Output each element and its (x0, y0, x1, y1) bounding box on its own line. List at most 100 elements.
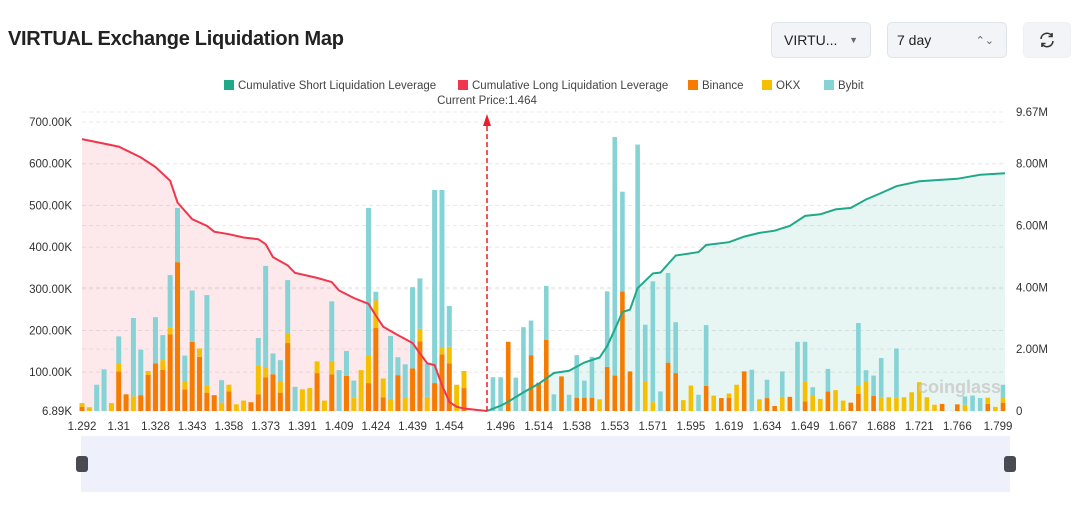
below-binance-bar (285, 343, 291, 411)
above-okx-bar (985, 397, 991, 404)
above-bybit-bar (1000, 384, 1006, 399)
below-bybit-bar (204, 295, 210, 386)
watermark: coinglass (918, 377, 1001, 397)
below-okx-bar (321, 400, 327, 411)
below-binance-bar (270, 374, 276, 411)
long-area (82, 139, 487, 411)
legend-item: Cumulative Long Liquidation Leverage (472, 80, 668, 92)
below-binance-bar (160, 369, 166, 411)
below-bybit-bar (329, 301, 335, 361)
below-okx-bar (454, 384, 460, 411)
left-axis-tick: 600.00K (29, 159, 72, 171)
above-binance-bar (528, 355, 534, 411)
above-binance-bar (1000, 402, 1006, 411)
below-okx-bar (424, 396, 430, 411)
legend-swatch (762, 80, 772, 90)
above-bybit-bar (871, 375, 876, 396)
legend-swatch (458, 80, 468, 90)
above-bybit-bar (582, 380, 587, 398)
x-axis-tick: 1.667 (829, 421, 858, 433)
below-bybit-bar (343, 350, 349, 376)
above-binance-bar (825, 391, 831, 411)
below-binance-bar (366, 383, 371, 411)
above-binance-bar (848, 402, 854, 411)
x-axis-tick: 1.328 (141, 421, 170, 433)
above-bybit-bar (779, 371, 785, 397)
below-binance-bar (343, 375, 349, 411)
left-axis-tick: 6.89K (42, 406, 72, 418)
above-okx-bar (878, 397, 884, 411)
x-axis-tick: 1.799 (984, 421, 1013, 433)
above-okx-bar (726, 393, 732, 398)
below-okx-bar (388, 398, 394, 411)
below-okx-bar (108, 403, 114, 411)
current-price-arrow-icon (483, 114, 491, 126)
x-axis-tick: 1.595 (677, 421, 706, 433)
below-okx-bar (285, 333, 291, 344)
below-binance-bar (204, 392, 210, 411)
refresh-button[interactable] (1023, 22, 1071, 58)
below-okx-bar (446, 346, 452, 364)
left-axis-tick: 100.00K (29, 367, 72, 379)
above-binance-bar (955, 404, 960, 411)
above-bybit-bar (490, 377, 496, 411)
zoom-slider-track[interactable] (81, 436, 1010, 492)
above-binance-bar (787, 396, 793, 411)
below-okx-bar (314, 361, 320, 374)
above-okx-bar (650, 402, 656, 411)
above-binance-bar (505, 341, 511, 411)
below-binance-bar (123, 394, 129, 411)
above-bybit-bar (703, 325, 709, 386)
above-bybit-bar (528, 320, 534, 356)
above-binance-bar (772, 405, 777, 411)
below-bybit-bar (402, 364, 408, 399)
symbol-select[interactable]: VIRTU... ▼ (771, 22, 871, 58)
below-binance-bar (380, 397, 386, 411)
above-binance-bar (574, 397, 580, 411)
x-axis-tick: 1.409 (325, 421, 354, 433)
x-axis-tick: 1.391 (288, 421, 317, 433)
below-binance-bar (145, 374, 151, 411)
zoom-handle-left[interactable] (76, 456, 88, 472)
below-bybit-bar (138, 349, 144, 396)
below-binance-bar (226, 391, 232, 411)
x-axis-tick: 1.373 (251, 421, 280, 433)
x-axis-tick: 1.454 (435, 421, 464, 433)
legend-item: OKX (776, 80, 801, 92)
below-binance-bar (211, 395, 217, 411)
below-binance-bar (152, 363, 158, 411)
above-bybit-bar (673, 322, 678, 374)
legend-swatch (824, 80, 834, 90)
above-okx-bar (757, 399, 762, 411)
range-select[interactable]: 7 day ⌃⌄ (887, 22, 1007, 58)
above-okx-bar (1000, 398, 1006, 403)
short-cumulative-line (486, 172, 1006, 412)
above-binance-bar (612, 375, 618, 411)
above-bybit-bar (589, 356, 595, 398)
page-title: VIRTUAL Exchange Liquidation Map (8, 28, 344, 50)
below-bybit-bar (388, 335, 394, 399)
below-okx-bar (417, 328, 423, 342)
right-axis-tick: 9.67M (1016, 107, 1048, 119)
x-axis-tick: 1.31 (108, 421, 130, 433)
refresh-icon (1040, 32, 1054, 48)
above-binance-bar (627, 371, 633, 411)
below-bybit-bar (270, 353, 276, 375)
above-bybit-bar (802, 341, 808, 382)
below-okx-bar (307, 388, 313, 411)
above-binance-bar (703, 385, 709, 411)
above-bybit-bar (749, 369, 755, 411)
below-bybit-bar (336, 370, 342, 411)
above-okx-bar (642, 380, 648, 411)
below-bybit-bar (189, 290, 195, 342)
above-okx-bar (680, 400, 686, 411)
below-okx-bar (277, 380, 283, 393)
current-price-label: Current Price:1.464 (437, 95, 537, 107)
below-okx-bar (366, 355, 371, 384)
above-bybit-bar (612, 137, 618, 376)
zoom-handle-right[interactable] (1004, 456, 1016, 472)
x-axis-tick: 1.766 (943, 421, 972, 433)
above-bybit-bar (658, 391, 663, 411)
below-okx-bar (116, 363, 122, 372)
